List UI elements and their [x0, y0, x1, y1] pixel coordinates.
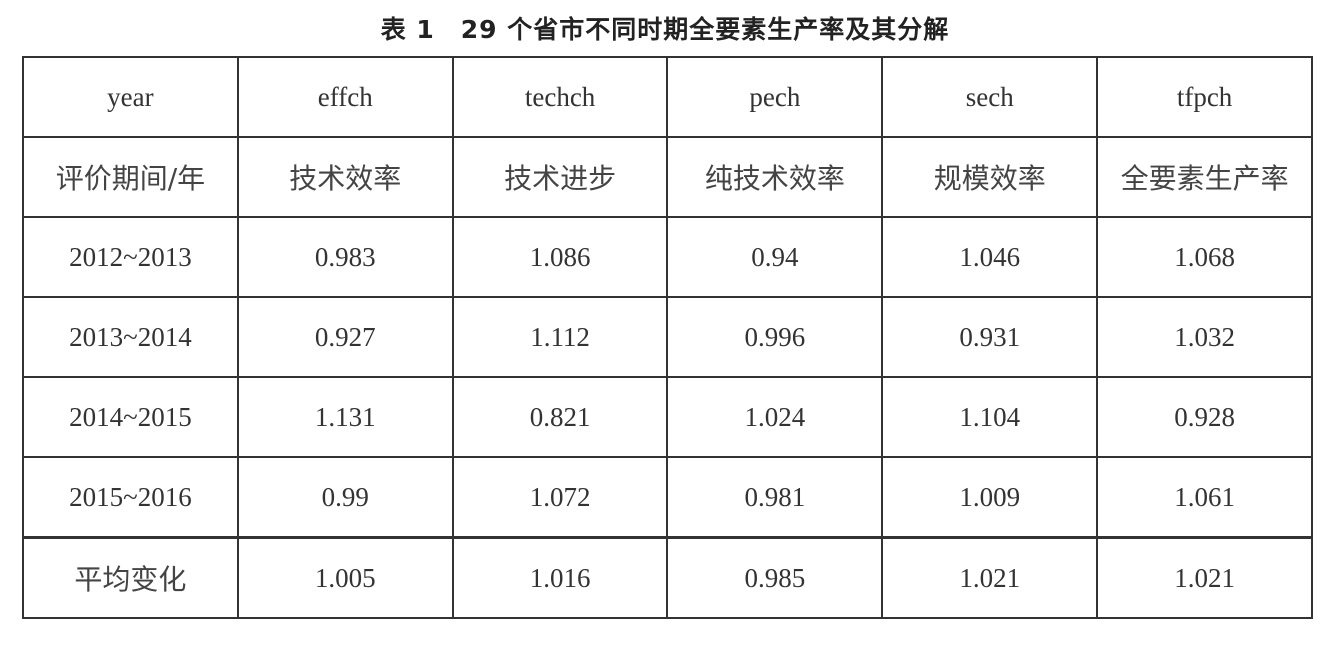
table-cell: techch: [451, 56, 669, 138]
table-cell: 1.131: [236, 376, 454, 458]
table-cell: 0.981: [666, 456, 884, 539]
table-cell: 纯技术效率: [666, 136, 884, 218]
table-row: 2012~2013 0.983 1.086 0.94 1.046 1.068: [22, 216, 1313, 298]
table-cell: tfpch: [1096, 56, 1313, 138]
table-cell: 1.104: [881, 376, 1099, 458]
table-cell: 0.99: [236, 456, 454, 539]
table-cell: pech: [666, 56, 884, 138]
table-cell: 0.927: [236, 296, 454, 378]
average-row: 平均变化 1.005 1.016 0.985 1.021 1.021: [22, 536, 1313, 619]
row-label-cell: 2012~2013: [22, 216, 239, 298]
table-cell: 1.046: [881, 216, 1099, 298]
row-label-cell: 2015~2016: [22, 456, 239, 539]
table-row: 2014~2015 1.131 0.821 1.024 1.104 0.928: [22, 376, 1313, 458]
table-cell: 0.928: [1096, 376, 1313, 458]
row-label-cell: 评价期间/年: [22, 136, 239, 218]
table-cell: 1.021: [1096, 536, 1313, 619]
header-row-en: year effch techch pech sech tfpch: [22, 56, 1313, 138]
row-label-cell: 2014~2015: [22, 376, 239, 458]
table-cell: 1.032: [1096, 296, 1313, 378]
table-cell: 规模效率: [881, 136, 1099, 218]
table-cell: sech: [881, 56, 1099, 138]
table-cell: 0.931: [881, 296, 1099, 378]
row-label-cell: 平均变化: [22, 536, 239, 619]
table-cell: 1.005: [236, 536, 454, 619]
table-cell: 1.086: [451, 216, 669, 298]
table-cell: 0.996: [666, 296, 884, 378]
table-cell: 0.983: [236, 216, 454, 298]
table-row: 2013~2014 0.927 1.112 0.996 0.931 1.032: [22, 296, 1313, 378]
table-cell: 1.061: [1096, 456, 1313, 539]
table-cell: 全要素生产率: [1096, 136, 1313, 218]
header-row-zh: 评价期间/年 技术效率 技术进步 纯技术效率 规模效率 全要素生产率: [22, 136, 1313, 218]
table-cell: 1.009: [881, 456, 1099, 539]
row-label-cell: 2013~2014: [22, 296, 239, 378]
table-cell: 1.068: [1096, 216, 1313, 298]
table-cell: effch: [236, 56, 454, 138]
table-cell: 1.021: [881, 536, 1099, 619]
row-label-cell: year: [22, 56, 239, 138]
table-cell: 0.94: [666, 216, 884, 298]
table-cell: 0.985: [666, 536, 884, 619]
table-cell: 1.072: [451, 456, 669, 539]
table-title: 表 1 29 个省市不同时期全要素生产率及其分解: [380, 15, 950, 44]
tfp-table: year effch techch pech sech tfpch 评价期间/年 技术效率 技术…: [22, 56, 1313, 619]
table-cell: 0.821: [451, 376, 669, 458]
table-cell: 1.024: [666, 376, 884, 458]
table-cell: 1.112: [451, 296, 669, 378]
table-cell: 1.016: [451, 536, 669, 619]
table-cell: 技术效率: [236, 136, 454, 218]
table-cell: 技术进步: [451, 136, 669, 218]
table-row: 2015~2016 0.99 1.072 0.981 1.009 1.061: [22, 456, 1313, 539]
